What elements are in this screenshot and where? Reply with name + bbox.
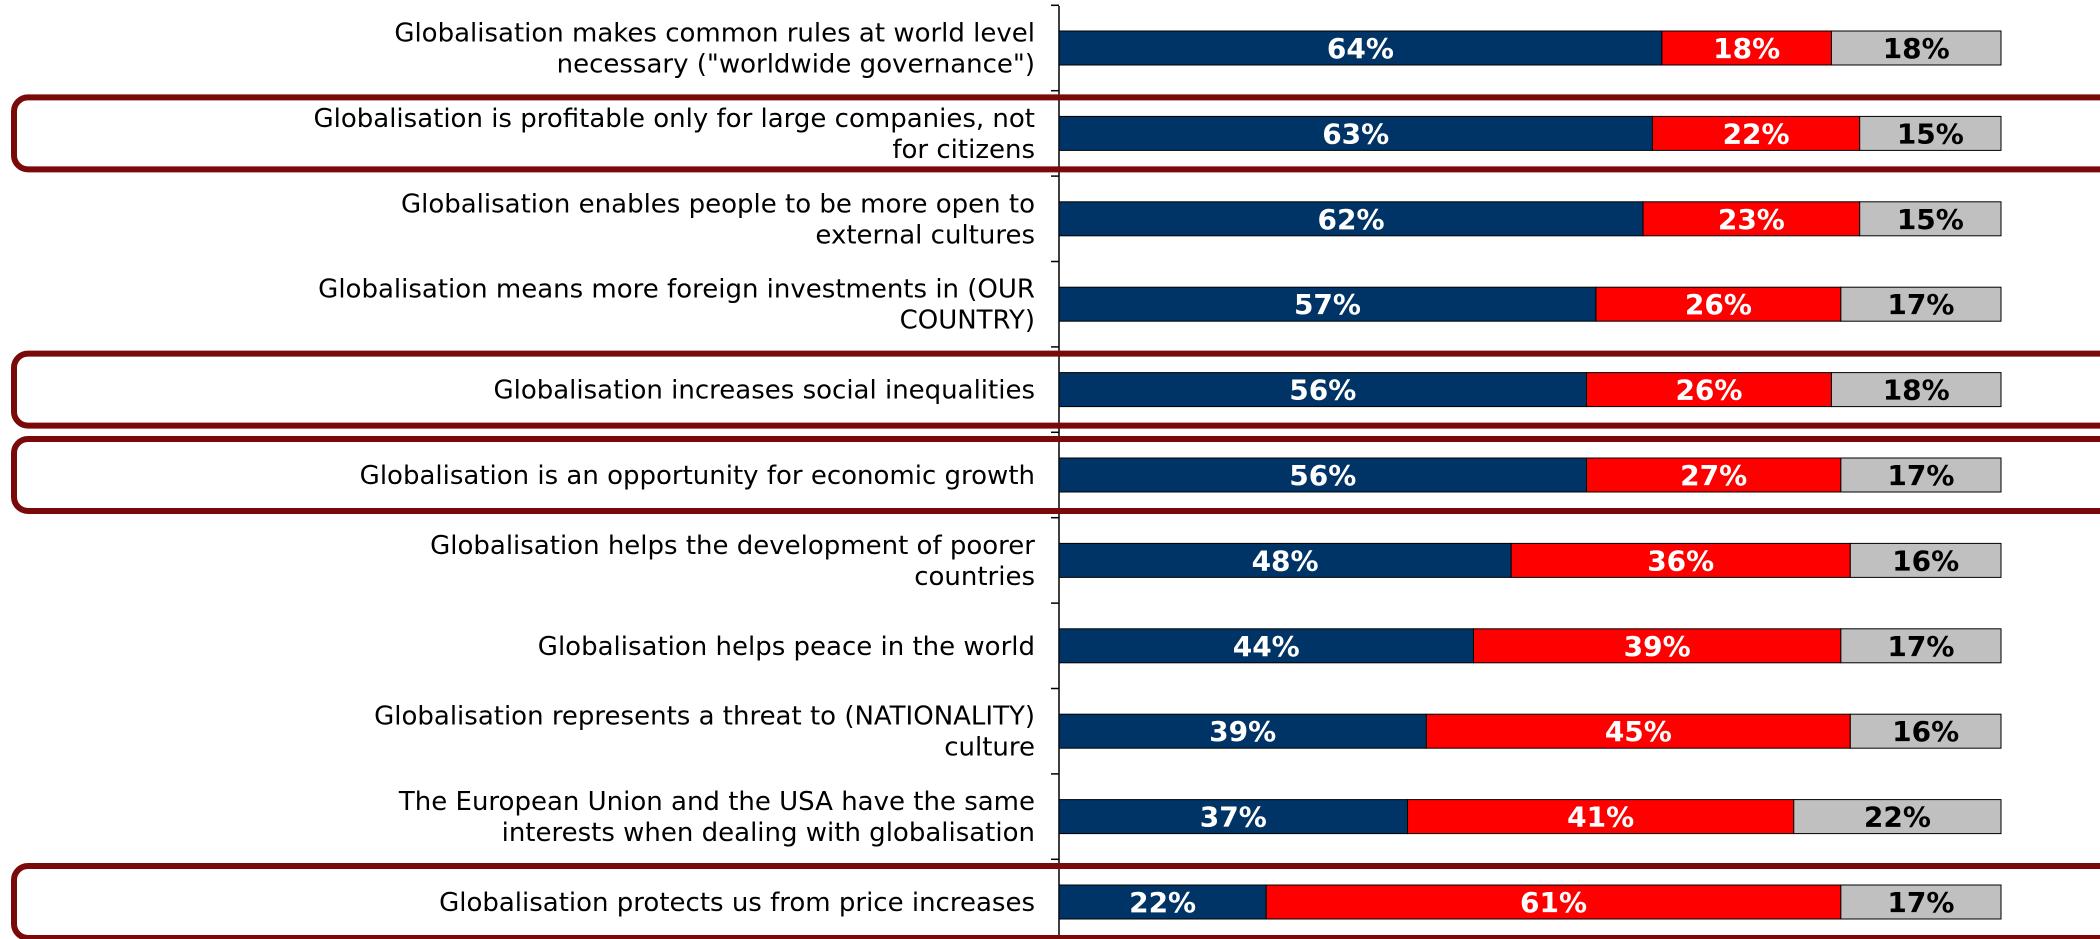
bar-segment [1058,115,1653,151]
bar-segment [1840,628,2002,664]
data-label: 26% [1675,374,1742,407]
bar-segment [1425,713,1851,749]
data-label: 16% [1892,544,1959,577]
bar-segment [1058,628,1474,664]
data-label: 17% [1887,630,1954,663]
data-label: 39% [1624,630,1691,663]
data-label: 62% [1318,203,1385,236]
bar-segment [1840,457,2002,493]
category-label: The European Union and the USA have the … [398,787,1035,817]
bar-segment [1840,286,2002,322]
bar-segment [1058,457,1588,493]
bar-segment [1651,115,1861,151]
category-label: Globalisation is profitable only for lar… [313,104,1035,134]
category-label: necessary ("worldwide governance") [557,50,1035,80]
data-label: 64% [1327,32,1394,65]
highlight-box [11,350,2100,429]
data-label: 27% [1680,459,1747,492]
data-label: 44% [1233,630,1300,663]
highlight-box [11,94,2100,173]
data-label: 45% [1605,715,1672,748]
data-label: 48% [1252,544,1319,577]
bar-segment [1849,542,2002,578]
bar-segment [1793,799,2002,835]
category-label: COUNTRY) [900,306,1035,336]
bar-segment [1661,30,1832,66]
data-label: 18% [1883,32,1950,65]
bar-segment [1510,542,1851,578]
category-label: interests when dealing with globalisatio… [502,818,1035,848]
data-label: 41% [1567,801,1634,834]
bar-segment [1586,372,1832,408]
data-label: 56% [1289,374,1356,407]
data-label: 57% [1294,288,1361,321]
category-label: countries [914,562,1035,592]
category-label: Globalisation increases social inequalit… [493,376,1035,406]
bar-segment [1859,115,2002,151]
category-label: external cultures [815,220,1035,250]
category-label: Globalisation makes common rules at worl… [394,19,1035,49]
data-label: 18% [1883,374,1950,407]
data-label: 15% [1897,117,1964,150]
highlight-box [11,436,2100,514]
data-label: 63% [1322,117,1389,150]
category-label: culture [944,733,1035,763]
data-label: 26% [1685,288,1752,321]
data-label: 17% [1887,459,1954,492]
data-label: 22% [1723,117,1790,150]
bar-segment [1058,286,1597,322]
bar-segment [1859,201,2002,237]
category-label: Globalisation helps peace in the world [538,632,1035,662]
data-label: 22% [1129,886,1196,919]
highlight-box [11,863,2100,939]
bar-segment [1830,30,2002,66]
bar-segment [1849,713,2002,749]
data-label: 17% [1887,886,1954,919]
data-label: 56% [1289,459,1356,492]
bar-segment [1058,884,1267,920]
data-label: 39% [1209,715,1276,748]
category-label: Globalisation means more foreign investm… [318,275,1035,305]
bar-segment [1265,884,1842,920]
data-label: 22% [1864,801,1931,834]
data-label: 15% [1897,203,1964,236]
bar-segment [1058,201,1644,237]
data-label: 16% [1892,715,1959,748]
bar-segment [1586,457,1842,493]
category-label: Globalisation represents a threat to (NA… [374,702,1035,732]
data-label: 37% [1200,801,1267,834]
data-label: 18% [1713,32,1780,65]
bar-segment [1058,30,1663,66]
data-label: 23% [1718,203,1785,236]
category-label: Globalisation protects us from price inc… [439,888,1035,918]
category-label: for citizens [892,135,1035,165]
category-label: Globalisation is an opportunity for econ… [360,461,1035,491]
category-label: Globalisation enables people to be more … [401,189,1035,219]
category-label: Globalisation helps the development of p… [430,531,1035,561]
data-label: 36% [1647,544,1714,577]
bar-segment [1407,799,1795,835]
bar-segment [1840,884,2002,920]
bar-segment [1595,286,1842,322]
data-label: 61% [1520,886,1587,919]
bar-segment [1830,372,2002,408]
bar-segment [1058,372,1588,408]
data-label: 17% [1887,288,1954,321]
